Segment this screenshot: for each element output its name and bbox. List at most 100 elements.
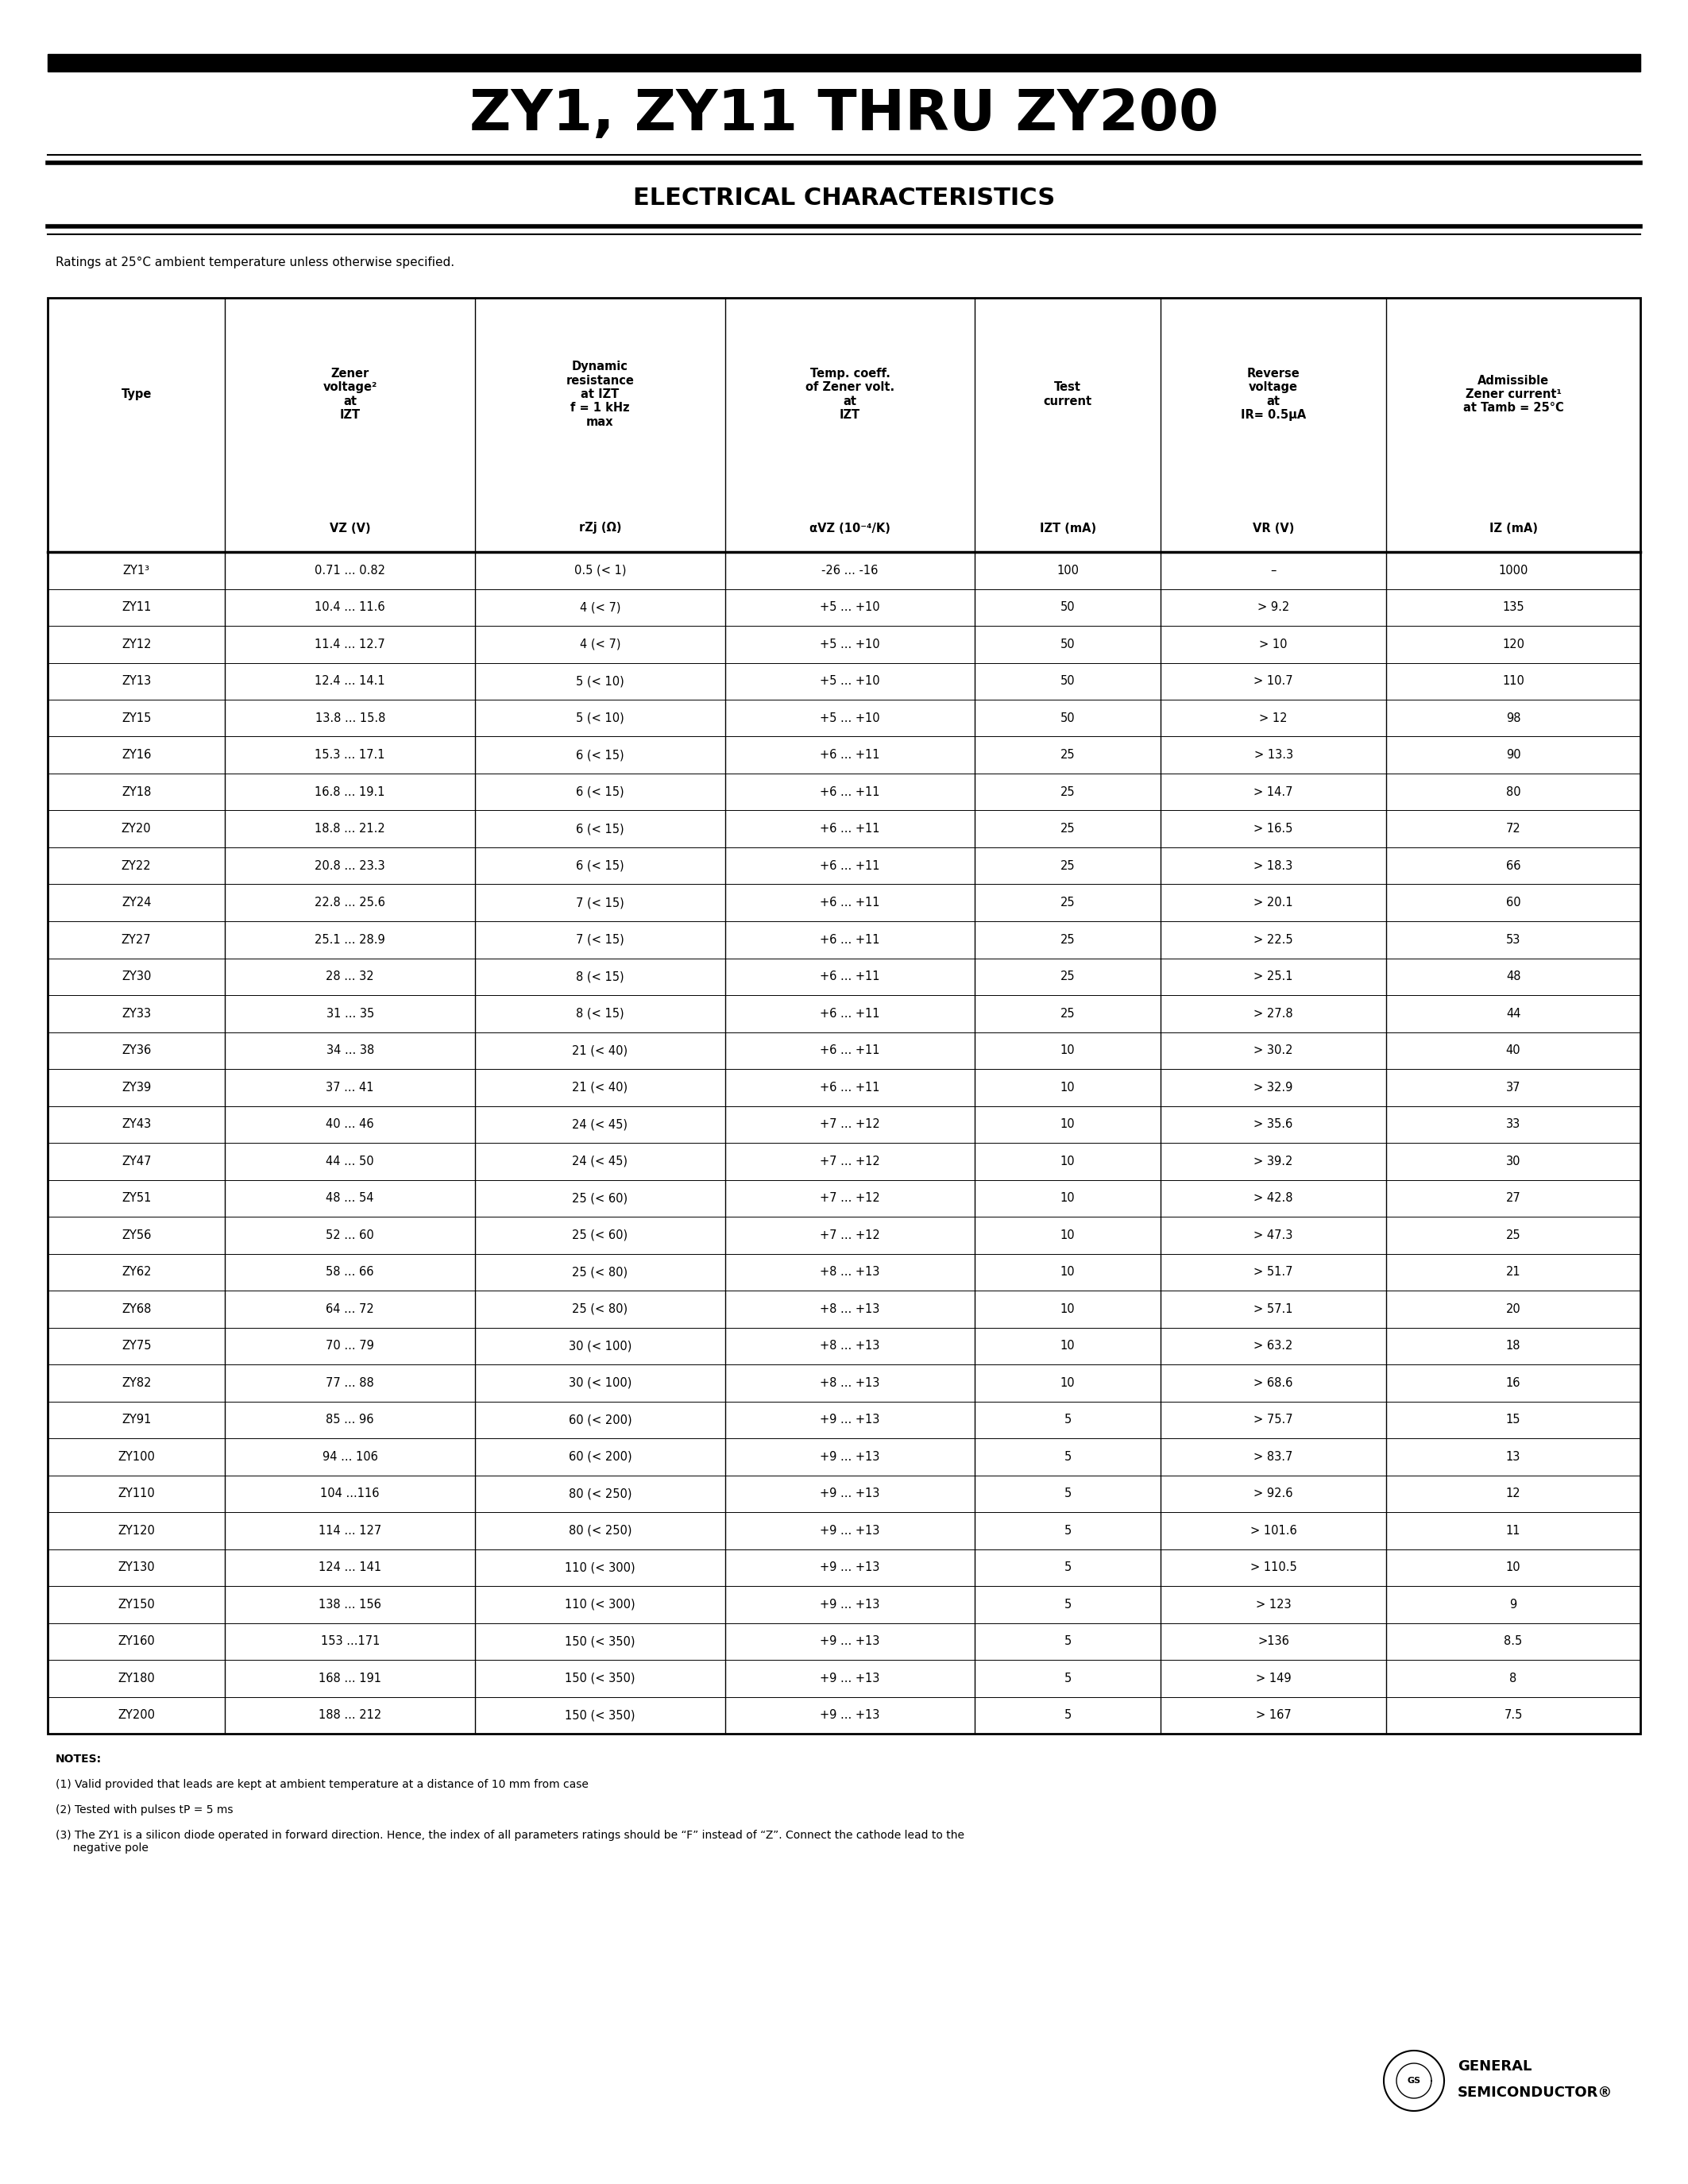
Text: 8 (< 15): 8 (< 15) <box>576 1007 625 1020</box>
Text: 153 ...171: 153 ...171 <box>321 1636 380 1647</box>
Text: (1) Valid provided that leads are kept at ambient temperature at a distance of 1: (1) Valid provided that leads are kept a… <box>56 1780 589 1791</box>
Text: 25.1 ... 28.9: 25.1 ... 28.9 <box>316 935 385 946</box>
Text: 30 (< 100): 30 (< 100) <box>569 1341 631 1352</box>
Text: 124 ... 141: 124 ... 141 <box>319 1562 381 1572</box>
Text: 10: 10 <box>1060 1341 1075 1352</box>
Text: –: – <box>1271 563 1276 577</box>
Text: +9 ... +13: +9 ... +13 <box>820 1413 879 1426</box>
Text: 168 ... 191: 168 ... 191 <box>319 1673 381 1684</box>
Text: 5 (< 10): 5 (< 10) <box>576 712 625 725</box>
Text: 6 (< 15): 6 (< 15) <box>576 786 625 797</box>
Text: ZY27: ZY27 <box>122 935 152 946</box>
Text: 6 (< 15): 6 (< 15) <box>576 749 625 760</box>
Text: 31 ... 35: 31 ... 35 <box>326 1007 375 1020</box>
Bar <box>47 297 1641 1734</box>
Text: 66: 66 <box>1506 860 1521 871</box>
Text: 44: 44 <box>1506 1007 1521 1020</box>
Text: 98: 98 <box>1506 712 1521 725</box>
Text: +6 ... +11: +6 ... +11 <box>820 1007 879 1020</box>
Text: 80 (< 250): 80 (< 250) <box>569 1524 631 1538</box>
Text: +7 ... +12: +7 ... +12 <box>820 1192 879 1203</box>
Text: -26 ... -16: -26 ... -16 <box>822 563 878 577</box>
Text: 25 (< 60): 25 (< 60) <box>572 1192 628 1203</box>
Text: +6 ... +11: +6 ... +11 <box>820 860 879 871</box>
Text: ZY82: ZY82 <box>122 1376 152 1389</box>
Text: > 92.6: > 92.6 <box>1254 1487 1293 1500</box>
Text: 4 (< 7): 4 (< 7) <box>579 601 621 614</box>
Text: 11.4 ... 12.7: 11.4 ... 12.7 <box>316 638 385 651</box>
Text: 30: 30 <box>1506 1155 1521 1166</box>
Text: 58 ... 66: 58 ... 66 <box>326 1267 375 1278</box>
Text: > 9.2: > 9.2 <box>1258 601 1290 614</box>
Text: 10: 10 <box>1060 1081 1075 1094</box>
Text: ZY43: ZY43 <box>122 1118 152 1131</box>
Text: > 149: > 149 <box>1256 1673 1291 1684</box>
Text: ZY56: ZY56 <box>122 1230 152 1241</box>
Text: Admissible
Zener current¹
at Tamb = 25°C: Admissible Zener current¹ at Tamb = 25°C <box>1463 376 1563 415</box>
Text: Temp. coeff.
of Zener volt.
at
IZT: Temp. coeff. of Zener volt. at IZT <box>805 367 895 422</box>
Text: 13: 13 <box>1506 1450 1521 1463</box>
Text: 10: 10 <box>1060 1155 1075 1166</box>
Text: +8 ... +13: +8 ... +13 <box>820 1304 879 1315</box>
Text: > 25.1: > 25.1 <box>1254 970 1293 983</box>
Text: > 75.7: > 75.7 <box>1254 1413 1293 1426</box>
Text: 37: 37 <box>1506 1081 1521 1094</box>
Text: 8.5: 8.5 <box>1504 1636 1523 1647</box>
Text: 12.4 ... 14.1: 12.4 ... 14.1 <box>316 675 385 688</box>
Text: +7 ... +12: +7 ... +12 <box>820 1118 879 1131</box>
Text: ZY51: ZY51 <box>122 1192 152 1203</box>
Text: 30 (< 100): 30 (< 100) <box>569 1376 631 1389</box>
Text: 5: 5 <box>1063 1487 1072 1500</box>
Text: ZY47: ZY47 <box>122 1155 152 1166</box>
Text: 25: 25 <box>1060 1007 1075 1020</box>
Text: 90: 90 <box>1506 749 1521 760</box>
Text: 21 (< 40): 21 (< 40) <box>572 1081 628 1094</box>
Text: +9 ... +13: +9 ... +13 <box>820 1450 879 1463</box>
Text: +9 ... +13: +9 ... +13 <box>820 1524 879 1538</box>
Text: 10: 10 <box>1060 1267 1075 1278</box>
Text: 10: 10 <box>1060 1304 1075 1315</box>
Text: 44 ... 50: 44 ... 50 <box>326 1155 375 1166</box>
Text: +8 ... +13: +8 ... +13 <box>820 1341 879 1352</box>
Text: > 47.3: > 47.3 <box>1254 1230 1293 1241</box>
Text: Ratings at 25°C ambient temperature unless otherwise specified.: Ratings at 25°C ambient temperature unle… <box>56 256 454 269</box>
Text: 18: 18 <box>1506 1341 1521 1352</box>
Text: +9 ... +13: +9 ... +13 <box>820 1636 879 1647</box>
Text: ZY100: ZY100 <box>118 1450 155 1463</box>
Text: 37 ... 41: 37 ... 41 <box>326 1081 375 1094</box>
Text: > 123: > 123 <box>1256 1599 1291 1610</box>
Text: ZY150: ZY150 <box>118 1599 155 1610</box>
Text: 4 (< 7): 4 (< 7) <box>579 638 621 651</box>
Text: 5: 5 <box>1063 1524 1072 1538</box>
Text: 114 ... 127: 114 ... 127 <box>319 1524 381 1538</box>
Text: 15: 15 <box>1506 1413 1521 1426</box>
Text: 25: 25 <box>1060 823 1075 834</box>
Text: ZY110: ZY110 <box>118 1487 155 1500</box>
Text: +6 ... +11: +6 ... +11 <box>820 1081 879 1094</box>
Text: 25 (< 80): 25 (< 80) <box>572 1267 628 1278</box>
Text: +6 ... +11: +6 ... +11 <box>820 786 879 797</box>
Text: VZ (V): VZ (V) <box>329 522 371 535</box>
Text: 25: 25 <box>1060 786 1075 797</box>
Text: > 32.9: > 32.9 <box>1254 1081 1293 1094</box>
Text: > 39.2: > 39.2 <box>1254 1155 1293 1166</box>
Text: rZj (Ω): rZj (Ω) <box>579 522 621 535</box>
Text: 5: 5 <box>1063 1673 1072 1684</box>
Text: 10: 10 <box>1060 1192 1075 1203</box>
Text: > 12: > 12 <box>1259 712 1288 725</box>
Text: ELECTRICAL CHARACTERISTICS: ELECTRICAL CHARACTERISTICS <box>633 188 1055 210</box>
Text: > 83.7: > 83.7 <box>1254 1450 1293 1463</box>
Text: 5: 5 <box>1063 1599 1072 1610</box>
Text: ZY11: ZY11 <box>122 601 152 614</box>
Text: 33: 33 <box>1506 1118 1521 1131</box>
Text: ZY18: ZY18 <box>122 786 152 797</box>
Text: ZY24: ZY24 <box>122 898 152 909</box>
Text: ZY160: ZY160 <box>118 1636 155 1647</box>
Text: 25 (< 60): 25 (< 60) <box>572 1230 628 1241</box>
Text: 25: 25 <box>1060 749 1075 760</box>
Text: ZY1, ZY11 THRU ZY200: ZY1, ZY11 THRU ZY200 <box>469 87 1219 142</box>
Text: 72: 72 <box>1506 823 1521 834</box>
Text: ZY75: ZY75 <box>122 1341 152 1352</box>
Text: ZY180: ZY180 <box>118 1673 155 1684</box>
Bar <box>47 55 1641 72</box>
